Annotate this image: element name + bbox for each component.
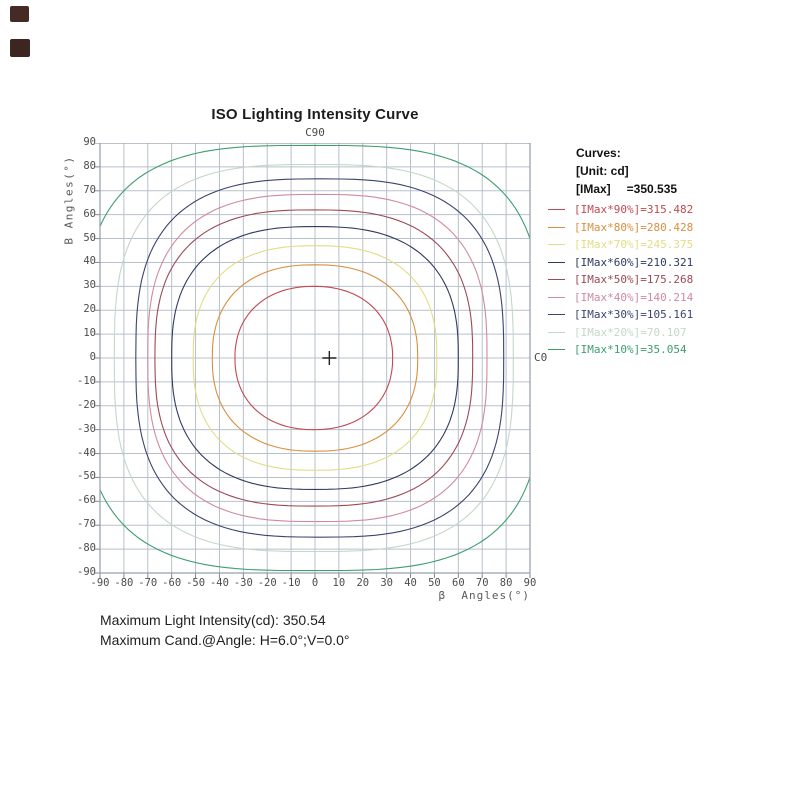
legend-entry: [IMax*70%]=245.375 — [548, 236, 693, 254]
x-tick-label: -50 — [186, 577, 206, 589]
legend-entry: [IMax*10%]=35.054 — [548, 341, 693, 359]
legend-imax-label: [IMax] — [576, 182, 611, 196]
contour-plot — [95, 143, 531, 578]
y-tick-label: -30 — [77, 422, 96, 435]
y-tick-label: 40 — [83, 255, 96, 268]
legend-entry-label: [IMax*80%]=280.428 — [574, 220, 694, 234]
watermark-stamp-icon — [10, 39, 30, 57]
x-tick-label: 0 — [311, 577, 319, 589]
legend-entries: [IMax*90%]=315.482 [IMax*80%]=280.428 [IMa… — [548, 201, 693, 359]
max-intensity-line: Maximum Light Intensity(cd): 350.54 — [100, 612, 326, 628]
x-tick-label: 70 — [475, 577, 489, 589]
y-tick-label: -50 — [77, 470, 96, 483]
legend-entry-label: [IMax*90%]=315.482 — [574, 203, 694, 217]
legend-line-swatch — [548, 279, 565, 281]
x-tick-label: -20 — [257, 577, 277, 589]
x-tick-label: 10 — [332, 577, 346, 589]
contour-60pct — [171, 226, 459, 490]
legend-line-swatch — [548, 244, 565, 246]
x-tick-label: 80 — [499, 577, 513, 589]
chart-title: ISO Lighting Intensity Curve — [211, 106, 419, 123]
contour-10pct — [100, 144, 530, 572]
x-tick-label: 60 — [452, 577, 465, 589]
legend-line-swatch — [548, 331, 565, 333]
legend-entry-label: [IMax*70%]=245.375 — [574, 238, 694, 252]
y-tick-label: 10 — [83, 327, 96, 340]
x-tick-label: -80 — [114, 577, 134, 589]
x-tick-label: -40 — [209, 577, 229, 589]
max-intensity-marker — [322, 351, 337, 365]
contour-20pct — [113, 163, 514, 553]
legend-line-swatch — [548, 226, 565, 228]
legend-line-swatch — [548, 349, 565, 351]
y-tick-label: 70 — [83, 183, 96, 196]
footer-stats: Maximum Light Intensity(cd): 350.54 Maxi… — [100, 610, 350, 650]
c0-plane-label: C0 — [534, 351, 548, 364]
x-tick-label: -30 — [233, 577, 253, 589]
contour-90pct — [234, 285, 394, 431]
y-tick-label: 30 — [83, 279, 96, 292]
y-tick-label: 80 — [83, 159, 96, 172]
legend-entry: [IMax*30%]=105.161 — [548, 306, 693, 324]
y-tick-label: -70 — [77, 518, 96, 531]
x-tick-label: -10 — [281, 577, 301, 589]
y-tick-label: -80 — [77, 542, 96, 555]
legend-entry-label: [IMax*60%]=210.321 — [574, 255, 694, 269]
legend-entry-label: [IMax*40%]=140.214 — [574, 290, 694, 304]
contour-70pct — [192, 245, 438, 471]
legend-entry: [IMax*90%]=315.482 — [548, 201, 693, 219]
y-tick-label: -90 — [77, 566, 96, 578]
y-tick-label: 50 — [83, 231, 96, 244]
y-tick-label: -60 — [77, 494, 96, 507]
x-tick-label: 90 — [523, 577, 537, 589]
contour-40pct — [147, 193, 488, 523]
contour-30pct — [135, 178, 505, 538]
legend-unit: [Unit: cd] — [576, 164, 629, 178]
legend-imax: [IMax] =350.535 — [576, 180, 693, 198]
x-tick-label: -90 — [90, 577, 110, 589]
y-tick-label: 0 — [89, 351, 96, 363]
x-tick-label: 20 — [356, 577, 370, 589]
watermark-stamp-icon — [10, 6, 29, 22]
legend-header: Curves: — [576, 146, 621, 160]
legend-entry-label: [IMax*20%]=70.107 — [574, 325, 687, 339]
y-tick-label: -20 — [77, 398, 96, 411]
legend-imax-value: =350.535 — [626, 182, 678, 196]
contour-80pct — [211, 264, 419, 452]
legend-entry-label: [IMax*10%]=35.054 — [574, 343, 687, 357]
legend-entry: [IMax*80%]=280.428 — [548, 219, 693, 237]
legend-line-swatch — [548, 296, 565, 298]
x-tick-label: -60 — [162, 577, 182, 589]
max-angle-line: Maximum Cand.@Angle: H=6.0°;V=0.0° — [100, 632, 350, 648]
legend-entry: [IMax*50%]=175.268 — [548, 271, 693, 289]
y-tick-label: -40 — [77, 446, 96, 459]
contour-50pct — [154, 209, 474, 507]
x-tick-label: 50 — [428, 577, 441, 589]
legend-entry: [IMax*20%]=70.107 — [548, 324, 693, 342]
x-tick-label: 40 — [404, 577, 417, 589]
legend-entry: [IMax*60%]=210.321 — [548, 254, 693, 272]
legend-entry: [IMax*40%]=140.214 — [548, 289, 693, 307]
legend-line-swatch — [548, 314, 565, 316]
legend-entry-label: [IMax*50%]=175.268 — [574, 273, 694, 287]
x-tick-label: -70 — [138, 577, 158, 589]
legend-entry-label: [IMax*30%]=105.161 — [574, 308, 694, 322]
x-axis-label: β Angles(°) — [438, 589, 530, 602]
legend-line-swatch — [548, 261, 565, 263]
y-tick-label: -10 — [77, 374, 96, 387]
c90-plane-label: C90 — [305, 126, 325, 139]
y-tick-label: 60 — [83, 207, 96, 220]
y-tick-label: 20 — [83, 303, 96, 316]
legend-line-swatch — [548, 209, 565, 211]
y-tick-label: 90 — [83, 136, 96, 148]
x-tick-label: 30 — [380, 577, 393, 589]
legend: Curves: [Unit: cd] [IMax] =350.535 [IMax*… — [548, 144, 693, 359]
